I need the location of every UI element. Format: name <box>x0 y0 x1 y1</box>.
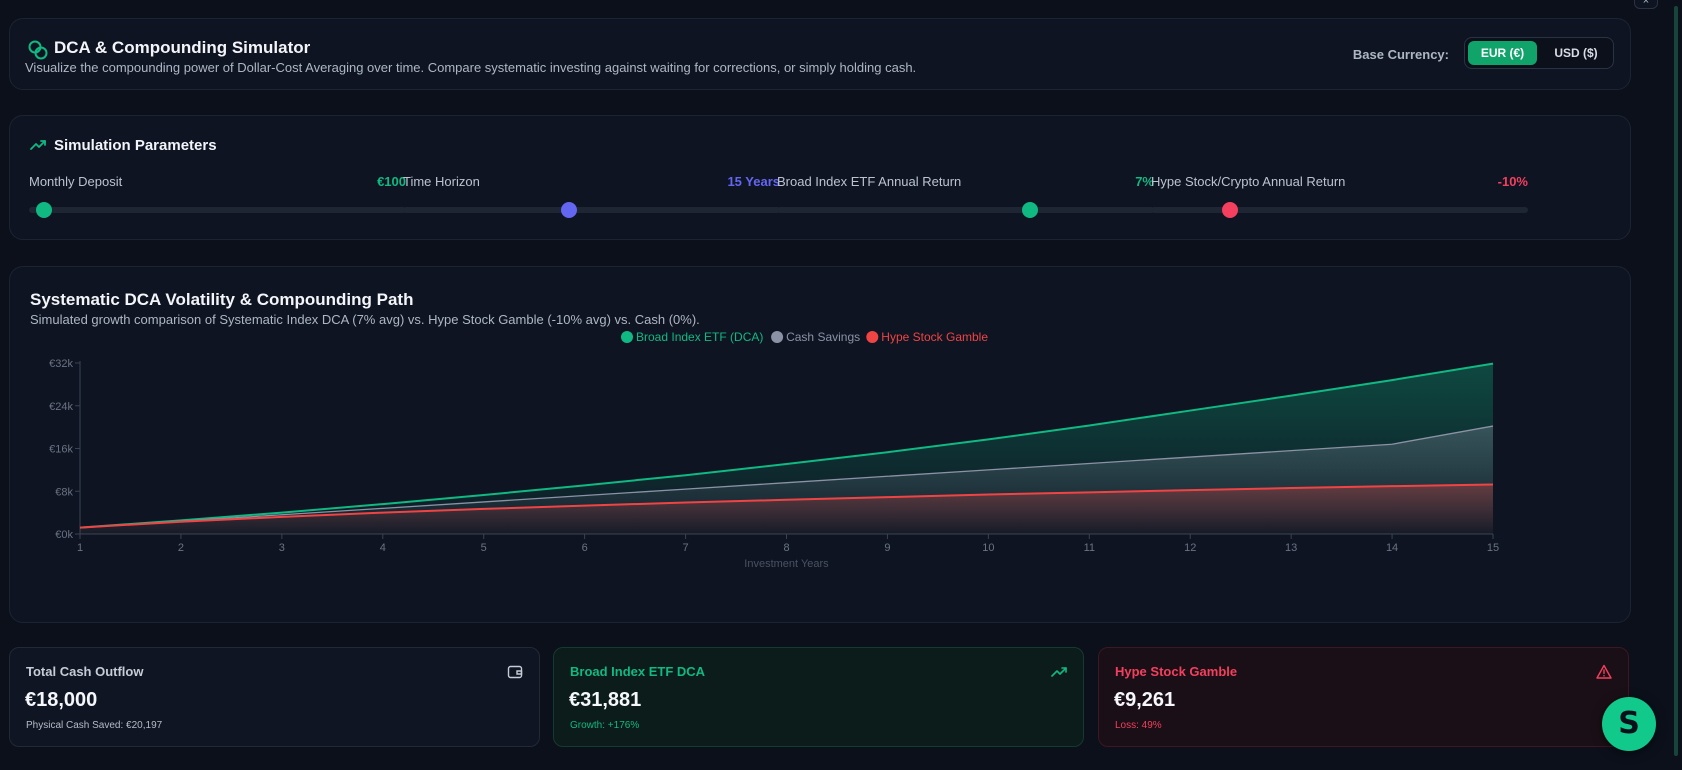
legend-marker <box>621 331 633 343</box>
etf-return-slider: Broad Index ETF Annual Return 7% <box>777 174 1154 218</box>
etf-return-track[interactable] <box>777 207 1154 213</box>
x-tick-label: 11 <box>1084 542 1095 554</box>
card-value: €31,881 <box>569 689 642 711</box>
monthly-deposit-thumb[interactable] <box>36 202 53 218</box>
x-axis-title: Investment Years <box>744 558 829 570</box>
x-tick-label: 12 <box>1184 542 1196 554</box>
hype-return-track[interactable] <box>1151 207 1528 213</box>
x-tick-label: 1 <box>77 542 83 554</box>
page-title: DCA & Compounding Simulator <box>54 38 311 57</box>
simulator-header: DCA & Compounding Simulator Visualize th… <box>9 18 1631 90</box>
x-tick-label: 5 <box>481 542 487 554</box>
time-horizon-slider: Time Horizon 15 Years <box>403 174 780 218</box>
hype-return-thumb[interactable] <box>1222 202 1239 218</box>
y-tick-label: €32k <box>49 358 73 370</box>
time-horizon-thumb[interactable] <box>560 202 577 218</box>
x-tick-label: 3 <box>279 542 285 554</box>
x-tick-label: 9 <box>884 542 890 554</box>
monthly-deposit-label: Monthly Deposit <box>29 174 123 189</box>
monthly-deposit-value: €100 <box>377 174 406 189</box>
legend-marker <box>866 331 879 343</box>
x-tick-label: 15 <box>1487 542 1499 554</box>
y-tick-label: €8k <box>55 486 73 498</box>
y-tick-label: €16k <box>49 444 73 456</box>
chart-panel: Systematic DCA Volatility & Compounding … <box>9 266 1631 623</box>
series-area-2 <box>80 484 1493 534</box>
hype-return-label: Hype Stock/Crypto Annual Return <box>1151 174 1346 189</box>
hype-return-value: -10% <box>1497 174 1528 189</box>
card-label: Total Cash Outflow <box>26 664 144 679</box>
card-label: Hype Stock Gamble <box>1115 664 1238 679</box>
trending-up-icon <box>1051 667 1067 677</box>
wallet-icon <box>507 665 523 679</box>
hype-return-slider: Hype Stock/Crypto Annual Return -10% <box>1151 174 1528 218</box>
legend-marker <box>771 331 784 343</box>
card-value: €18,000 <box>25 689 98 711</box>
monthly-deposit-track[interactable] <box>29 207 406 213</box>
currency-label: Base Currency: <box>1352 47 1449 62</box>
x-tick-label: 6 <box>582 542 588 554</box>
x-tick-label: 13 <box>1285 542 1297 554</box>
x-tick-label: 4 <box>380 542 386 554</box>
simulation-parameters-panel: Simulation Parameters Monthly Deposit €1… <box>9 115 1631 240</box>
total-cash-outflow-card: Total Cash Outflow €18,000 Physical Cash… <box>9 647 540 747</box>
card-value: €9,261 <box>1114 689 1176 711</box>
x-tick-label: 14 <box>1386 542 1398 554</box>
chart-subtitle: Simulated growth comparison of Systemati… <box>30 312 700 327</box>
broad-index-etf-card: Broad Index ETF DCA €31,881 Growth: +176… <box>553 647 1084 747</box>
currency-usd-button[interactable]: USD ($) <box>1554 46 1598 60</box>
series-line-0 <box>79 362 1494 529</box>
trending-up-icon <box>30 140 46 150</box>
monthly-deposit-slider: Monthly Deposit €100 <box>29 174 406 218</box>
series-line-1 <box>79 425 1494 529</box>
coins-icon <box>28 40 48 60</box>
etf-return-value: 7% <box>1135 174 1154 189</box>
page-subtitle: Visualize the compounding power of Dolla… <box>25 60 917 75</box>
warning-triangle-icon <box>1596 664 1612 679</box>
card-footnote: Physical Cash Saved: €20,197 <box>26 720 163 731</box>
legend-label: Broad Index ETF (DCA) <box>636 330 763 344</box>
card-label: Broad Index ETF DCA <box>570 664 706 679</box>
time-horizon-label: Time Horizon <box>403 174 480 189</box>
y-tick-label: €24k <box>49 401 73 413</box>
y-tick-label: €0k <box>55 529 73 541</box>
series-line-2 <box>79 483 1494 529</box>
close-button[interactable]: × <box>1634 0 1658 9</box>
assistant-fab-button[interactable]: S <box>1602 697 1656 751</box>
legend-label: Hype Stock Gamble <box>881 330 988 344</box>
time-horizon-track[interactable] <box>403 207 780 213</box>
legend-label: Cash Savings <box>786 330 860 344</box>
time-horizon-value: 15 Years <box>727 174 780 189</box>
x-tick-label: 10 <box>982 542 994 554</box>
scrollbar[interactable] <box>1671 0 1681 770</box>
currency-toggle: EUR (€) USD ($) <box>1464 37 1614 69</box>
card-footnote: Loss: 49% <box>1115 720 1162 731</box>
card-footnote: Growth: +176% <box>570 720 640 731</box>
parameters-title: Simulation Parameters <box>54 137 217 154</box>
x-tick-label: 2 <box>178 542 184 554</box>
assistant-logo-icon: S <box>1618 706 1640 741</box>
scrollbar-thumb[interactable] <box>1674 6 1678 756</box>
x-tick-label: 7 <box>683 542 689 554</box>
etf-return-label: Broad Index ETF Annual Return <box>777 174 962 189</box>
etf-return-thumb[interactable] <box>1021 202 1038 218</box>
chart-title: Systematic DCA Volatility & Compounding … <box>30 290 414 309</box>
hype-stock-gamble-card: Hype Stock Gamble €9,261 Loss: 49% <box>1098 647 1629 747</box>
currency-eur-button[interactable]: EUR (€) <box>1468 41 1537 65</box>
x-tick-label: 8 <box>783 542 789 554</box>
